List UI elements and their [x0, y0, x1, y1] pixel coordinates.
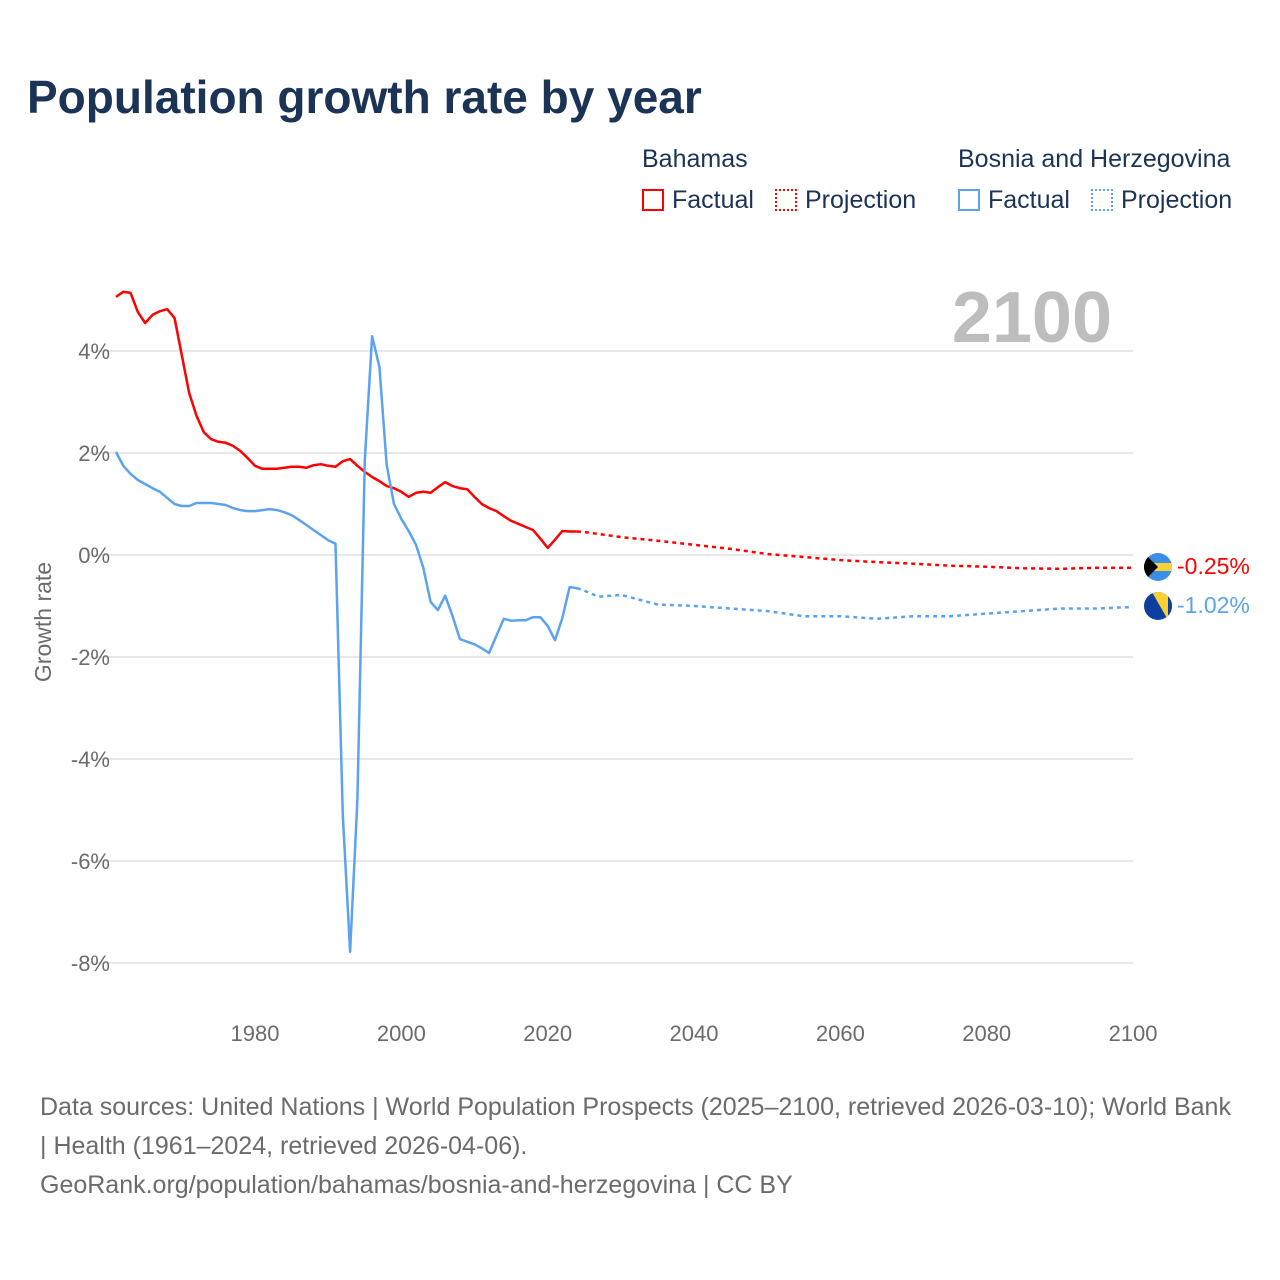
y-tick-label: 2% [78, 441, 110, 466]
legend-label: Factual [988, 186, 1070, 214]
series-line-bosnia-and-herzegovina-projection [576, 586, 1134, 621]
sources: Data sources: United Nations | World Pop… [40, 1088, 1240, 1205]
x-tick-label: 2040 [670, 1021, 719, 1046]
x-tick-label: 2080 [962, 1021, 1011, 1046]
end-label-bahamas: -0.25% [1177, 553, 1250, 579]
y-tick-label: 4% [78, 339, 110, 364]
legend-label: Projection [1121, 186, 1233, 214]
x-tick-label: 2020 [523, 1021, 572, 1046]
x-tick-label: 2000 [377, 1021, 426, 1046]
y-tick-label: -4% [71, 747, 110, 772]
legend-bahamas-projection[interactable]: Projection [775, 186, 916, 215]
legend-swatch [1091, 189, 1113, 211]
y-tick-label: -2% [71, 645, 110, 670]
x-tick-label: 1980 [231, 1021, 280, 1046]
end-label-bosnia: -1.02% [1177, 592, 1250, 618]
source-text: Data sources: United Nations | World Pop… [40, 1093, 1231, 1160]
y-axis-label: Growth rate [30, 562, 56, 682]
legend-swatch [642, 189, 664, 211]
legend-bosnia-factual[interactable]: Factual [958, 186, 1070, 215]
x-tick-label: 2060 [816, 1021, 865, 1046]
series-line-bosnia-and-herzegovina-factual [114, 334, 578, 954]
page-title: Population growth rate by year [27, 71, 702, 123]
legend-swatch [958, 189, 980, 211]
y-tick-label: -8% [71, 951, 110, 976]
bosnia-flag-icon [1144, 592, 1172, 620]
legend-label: Factual [672, 186, 754, 214]
legend-bosnia-projection[interactable]: Projection [1091, 186, 1232, 215]
series-line-bahamas-factual [115, 290, 577, 550]
legend-group-bosnia: Bosnia and Herzegovina [958, 145, 1231, 173]
legend-bahamas-factual[interactable]: Factual [642, 186, 754, 215]
source-link[interactable]: GeoRank.org/population/bahamas/bosnia-an… [40, 1171, 793, 1199]
y-tick-label: -6% [71, 849, 110, 874]
series-line-bahamas-projection [576, 530, 1133, 571]
x-tick-label: 2100 [1109, 1021, 1158, 1046]
legend-group-bahamas: Bahamas [642, 145, 748, 173]
legend-label: Projection [805, 186, 917, 214]
year-label: 2100 [952, 278, 1112, 358]
legend-swatch [775, 189, 797, 211]
bahamas-flag-icon [1144, 553, 1172, 581]
y-tick-label: 0% [78, 543, 110, 568]
